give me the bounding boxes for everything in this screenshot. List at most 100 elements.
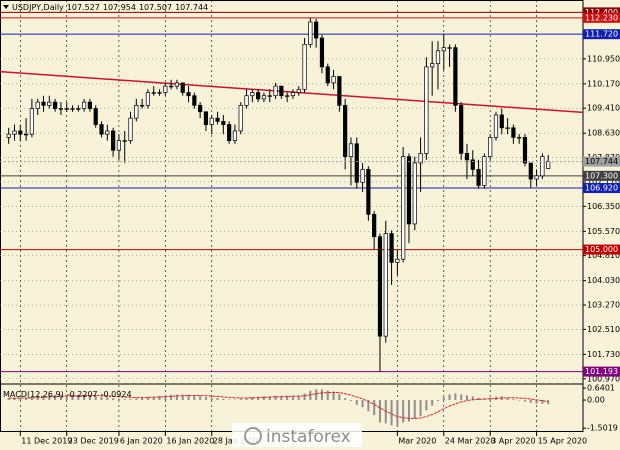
macd-bar — [94, 395, 97, 401]
macd-bar — [286, 395, 289, 401]
macd-bar — [7, 398, 10, 401]
macd-bar — [30, 396, 33, 401]
macd-bar — [25, 397, 28, 401]
candle-body — [209, 117, 214, 125]
level-label-box — [583, 29, 620, 40]
candle-body — [325, 66, 330, 84]
candle-body — [12, 130, 17, 135]
candle-body — [261, 95, 267, 100]
current-price-label: 107.744 — [585, 157, 618, 166]
ohlc-value: 107.507 — [139, 3, 172, 12]
macd-bar — [54, 394, 57, 401]
macd-bar — [106, 397, 109, 401]
menu-icon — [3, 5, 9, 9]
macd-bar — [129, 398, 132, 401]
candle-body — [215, 117, 220, 122]
candle-body — [174, 82, 180, 87]
y-tick-label: 107.110 — [587, 177, 620, 186]
macd-name: MACD(12,26,9) — [3, 390, 64, 399]
macd-bar — [477, 397, 480, 401]
macd-bar — [135, 398, 138, 401]
y-tick-label: 108.630 — [587, 129, 620, 138]
macd-bar — [291, 395, 294, 401]
level-label: 112.230 — [585, 13, 618, 22]
level-label: 112.400 — [585, 8, 618, 17]
candle-body — [319, 37, 325, 68]
candle-body — [41, 101, 46, 106]
candle-body — [70, 108, 75, 110]
candle-body — [24, 133, 29, 136]
macd-bar — [164, 395, 167, 401]
macd-bar — [274, 395, 277, 401]
candle-body — [145, 92, 151, 106]
candle-body — [180, 82, 185, 93]
macd-bar — [181, 394, 184, 401]
macd-bar — [419, 400, 422, 416]
y-tick-label: 106.350 — [587, 202, 620, 211]
candle-body — [331, 76, 336, 84]
candle-body — [47, 101, 52, 106]
macd-bar — [518, 400, 521, 401]
macd-bar — [297, 395, 300, 401]
candle-body — [87, 101, 93, 109]
candle-body — [151, 92, 156, 94]
macd-bar — [19, 397, 22, 401]
macd-bar — [402, 400, 405, 423]
macd-bar — [512, 399, 515, 401]
candle-body — [546, 161, 551, 169]
candle-body — [424, 66, 429, 154]
candle-body — [157, 92, 162, 94]
macd-label: MACD(12,26,9) -0.2207 -0.0924 — [3, 390, 132, 399]
y-tick-label: 109.410 — [587, 104, 620, 113]
candle-body — [76, 108, 81, 110]
macd-tick-label: -1.5019 — [587, 424, 618, 433]
level-label-box — [583, 244, 620, 255]
candle-body — [534, 175, 539, 180]
y-tick-label: 101.730 — [587, 350, 620, 359]
candle-body — [64, 108, 69, 110]
candle-body — [296, 88, 301, 93]
candle-body — [163, 85, 168, 93]
candle-body — [517, 137, 522, 139]
candle-body — [476, 169, 481, 186]
macd-bar — [88, 395, 91, 401]
candle-body — [348, 143, 354, 157]
macd-bar — [123, 399, 126, 401]
macd-bar — [471, 396, 474, 401]
candle-body — [412, 162, 417, 225]
macd-bar — [77, 394, 80, 401]
macd-bar — [506, 398, 509, 401]
macd-bar — [187, 394, 190, 401]
candle-body — [111, 130, 116, 151]
candle-body — [116, 140, 122, 151]
macd-bar — [523, 400, 527, 402]
macd-bar — [83, 394, 86, 401]
candle-body — [186, 92, 191, 97]
macd-bar — [170, 394, 173, 401]
macd-bar — [315, 389, 318, 401]
macd-bar — [210, 397, 213, 401]
candle-body — [395, 258, 400, 263]
level-label: 106.920 — [585, 184, 618, 193]
trendline — [0, 70, 584, 114]
candle-body — [273, 85, 278, 97]
signal-value: -0.0924 — [101, 390, 132, 399]
macd-bar — [158, 395, 161, 401]
candle-body — [140, 104, 145, 107]
candle-body — [372, 213, 377, 238]
x-tick-label: 6 Jan 2020 — [120, 437, 163, 446]
candle-body — [493, 114, 499, 138]
candle-body — [169, 85, 174, 88]
macd-bar — [117, 398, 120, 401]
macd-bar — [361, 400, 364, 408]
macd-bar — [152, 396, 155, 401]
macd-value: -0.2207 — [67, 390, 98, 399]
header: USDJPY,Daily 107.527 107.954 107.507 107.744 — [12, 3, 208, 12]
candle-body — [430, 63, 435, 68]
x-tick-label: 3 Apr 2020 — [491, 437, 535, 446]
candle-body — [198, 104, 203, 113]
candle-body — [464, 153, 470, 161]
macd-bar — [349, 400, 352, 401]
